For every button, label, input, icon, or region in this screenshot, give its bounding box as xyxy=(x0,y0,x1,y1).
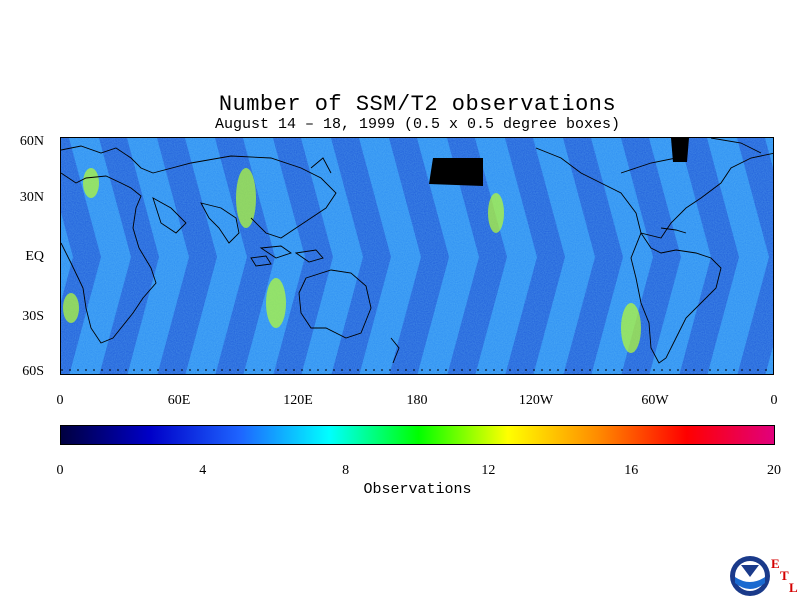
high-count-region xyxy=(63,293,79,323)
noaa-logo-icon xyxy=(730,556,770,596)
coastlines xyxy=(61,138,773,371)
colorbar-tick-label: 8 xyxy=(342,463,350,478)
colorbar-tick-label: 16 xyxy=(624,463,639,478)
plot-subtitle: August 14 – 18, 1999 (0.5 x 0.5 degree b… xyxy=(214,116,621,133)
lat-label-60s: 60S xyxy=(22,364,44,379)
lat-label-30s: 30S xyxy=(22,309,44,324)
colorbar-tick-label: 20 xyxy=(767,463,781,478)
no-data-region xyxy=(671,138,689,162)
lon-label: 0 xyxy=(770,393,778,408)
lon-label: 0 xyxy=(56,393,64,408)
observation-map xyxy=(60,137,774,375)
lon-label: 60E xyxy=(167,393,191,408)
lon-label: 120E xyxy=(283,393,313,408)
etl-letter-l: L xyxy=(789,580,798,595)
plot-title: Number of SSM/T2 observations xyxy=(218,92,617,117)
high-count-region xyxy=(236,168,256,228)
high-count-region xyxy=(266,278,286,328)
colorbar xyxy=(60,425,775,445)
lat-label-30n: 30N xyxy=(19,190,44,205)
lon-label: 60W xyxy=(641,393,669,408)
etl-letter-e: E xyxy=(771,556,780,571)
high-count-region xyxy=(621,303,641,353)
high-count-region xyxy=(488,193,504,233)
no-data-region xyxy=(429,158,483,186)
lat-label-60n: 60N xyxy=(19,134,44,149)
lon-label: 180 xyxy=(406,393,428,408)
lon-label: 120W xyxy=(518,393,554,408)
colorbar-tick-label: 12 xyxy=(481,463,496,478)
colorbar-tick-label: 4 xyxy=(199,463,207,478)
etl-letter-t: T xyxy=(780,568,789,583)
high-count-region xyxy=(83,168,99,198)
colorbar-title: Observations xyxy=(363,481,472,498)
lat-label-eq: EQ xyxy=(25,249,44,264)
colorbar-tick-label: 0 xyxy=(56,463,64,478)
observation-map-svg xyxy=(61,138,773,374)
